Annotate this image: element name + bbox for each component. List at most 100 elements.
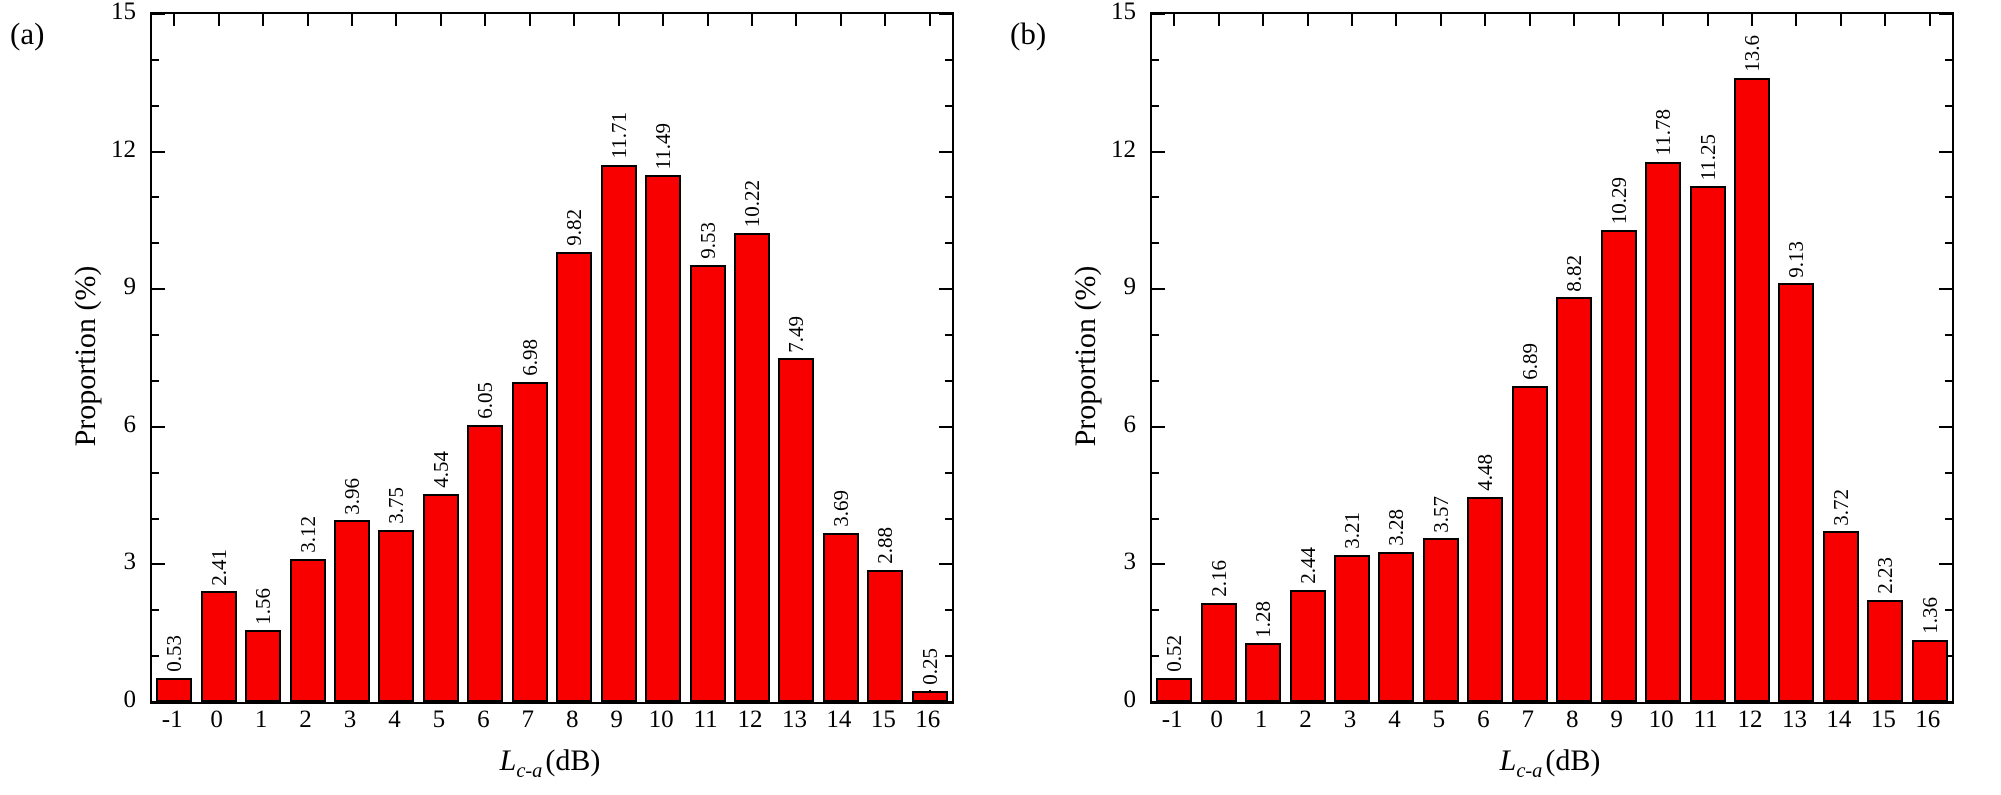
y-axis-tick bbox=[945, 609, 952, 612]
x-tick-label: 1 bbox=[1254, 706, 1268, 733]
y-axis-tick bbox=[1152, 701, 1165, 703]
x-tick-label: 10 bbox=[1648, 706, 1674, 733]
x-axis-tick bbox=[173, 14, 176, 26]
y-axis-tick bbox=[939, 288, 952, 291]
x-tick-label: 14 bbox=[1826, 706, 1852, 733]
bar-value-label: 2.16 bbox=[1206, 560, 1231, 597]
y-axis-tick bbox=[152, 471, 159, 474]
x-tick-label: 13 bbox=[1781, 706, 1807, 733]
y-axis-tick bbox=[1945, 471, 1952, 474]
x-axis-tick bbox=[795, 14, 798, 26]
bar bbox=[822, 532, 859, 702]
x-axis-tick bbox=[306, 14, 309, 26]
bar-value-label: 3.28 bbox=[1384, 508, 1409, 546]
bar bbox=[1467, 496, 1504, 702]
y-axis-tick bbox=[1945, 379, 1952, 382]
x-tick-label: 11 bbox=[693, 706, 718, 733]
bar bbox=[1689, 186, 1726, 702]
bar-value-label: 4.54 bbox=[428, 451, 453, 488]
bar-value-label: 0.53 bbox=[162, 634, 187, 672]
x-tick-label: 11 bbox=[1693, 706, 1718, 733]
x-axis-tick bbox=[1751, 14, 1753, 26]
x-axis-unit: (dB) bbox=[545, 744, 601, 777]
y-tick-label: 0 bbox=[1123, 686, 1137, 713]
bar bbox=[1911, 639, 1948, 702]
x-tick-label: -1 bbox=[161, 706, 183, 733]
y-axis-tick bbox=[945, 242, 952, 245]
x-axis-tick bbox=[1839, 14, 1842, 26]
y-axis-tick bbox=[1152, 288, 1165, 291]
y-axis-tick bbox=[152, 150, 165, 153]
bar-value-label: 3.75 bbox=[384, 487, 409, 524]
x-axis-tick bbox=[617, 14, 620, 26]
y-axis-tick bbox=[1152, 379, 1159, 382]
y-axis-tick bbox=[152, 58, 159, 61]
x-axis-unit: (dB) bbox=[1545, 744, 1601, 777]
x-tick-label: 16 bbox=[915, 706, 941, 733]
x-axis-variable: L bbox=[1499, 744, 1517, 777]
x-axis-tick-labels: -1 0 1 2 3 4 5 6 7 8 9 10 11 12 13 14 15 16 bbox=[1150, 706, 1950, 738]
x-axis-variable: L bbox=[499, 744, 517, 777]
y-axis-tick bbox=[152, 701, 165, 703]
y-tick-label: 12 bbox=[111, 135, 136, 163]
y-axis-tick bbox=[939, 13, 952, 15]
bar-value-label: 6.05 bbox=[473, 381, 498, 419]
x-axis-subscript: c-a bbox=[516, 760, 543, 782]
x-axis-tick bbox=[884, 14, 887, 26]
x-axis-tick bbox=[1573, 14, 1576, 26]
y-axis-tick bbox=[1939, 701, 1952, 703]
y-axis-tick bbox=[1152, 242, 1159, 245]
bar bbox=[1600, 230, 1637, 702]
bar bbox=[1334, 554, 1370, 702]
y-axis-tick bbox=[945, 655, 952, 658]
y-axis-tick bbox=[1945, 58, 1952, 61]
y-axis-tick bbox=[939, 150, 952, 153]
bar bbox=[1289, 590, 1326, 702]
y-axis-tick bbox=[152, 425, 165, 428]
x-axis-tick bbox=[662, 14, 665, 26]
y-axis-tick bbox=[152, 196, 159, 199]
x-axis-tick bbox=[1173, 14, 1176, 26]
y-tick-label: 12 bbox=[1111, 135, 1136, 163]
y-tick-label: 15 bbox=[111, 0, 136, 25]
x-axis-tick bbox=[1706, 14, 1709, 26]
bar bbox=[556, 251, 593, 702]
y-tick-label: 3 bbox=[123, 548, 137, 576]
x-axis-tick bbox=[217, 14, 220, 26]
bar bbox=[378, 530, 415, 702]
x-tick-label: -1 bbox=[1161, 706, 1183, 733]
y-axis-tick bbox=[1945, 655, 1952, 658]
y-axis-tick bbox=[1152, 517, 1159, 520]
y-axis-tick bbox=[152, 13, 165, 15]
bar bbox=[734, 233, 770, 702]
bar-value-label: 3.72 bbox=[1828, 488, 1853, 526]
panel-label-b: (b) bbox=[1010, 16, 1047, 51]
y-axis-tick bbox=[1939, 288, 1952, 291]
bar-value-label: 3.12 bbox=[295, 516, 320, 553]
bar-value-label: 2.41 bbox=[206, 548, 231, 586]
x-axis-tick bbox=[528, 14, 531, 26]
y-axis-tick bbox=[152, 563, 165, 566]
bar-value-label: 11.25 bbox=[1695, 133, 1720, 180]
x-axis-tick bbox=[573, 14, 576, 26]
y-axis-tick bbox=[1152, 334, 1159, 337]
y-axis-tick bbox=[939, 563, 952, 566]
bar bbox=[1200, 602, 1237, 702]
x-tick-label: 12 bbox=[737, 706, 763, 733]
x-axis-title: Lc-a (dB) bbox=[1150, 744, 1950, 783]
bar-value-label: 0.52 bbox=[1162, 635, 1187, 673]
x-axis-tick bbox=[751, 14, 753, 26]
bar bbox=[1156, 678, 1193, 702]
y-tick-label: 9 bbox=[123, 273, 137, 301]
y-axis-tick bbox=[945, 379, 952, 382]
y-axis-tick bbox=[945, 104, 952, 107]
bar-value-label: 11.49 bbox=[651, 122, 676, 169]
y-tick-label: 15 bbox=[1111, 0, 1136, 25]
x-tick-label: 4 bbox=[388, 706, 401, 733]
y-axis-tick bbox=[1945, 242, 1952, 245]
x-tick-label: 8 bbox=[1565, 706, 1579, 733]
bar-value-label: 0.25 bbox=[917, 647, 942, 685]
x-axis-tick bbox=[395, 14, 398, 26]
bar bbox=[600, 164, 637, 702]
bar-value-label: 7.49 bbox=[784, 315, 809, 353]
